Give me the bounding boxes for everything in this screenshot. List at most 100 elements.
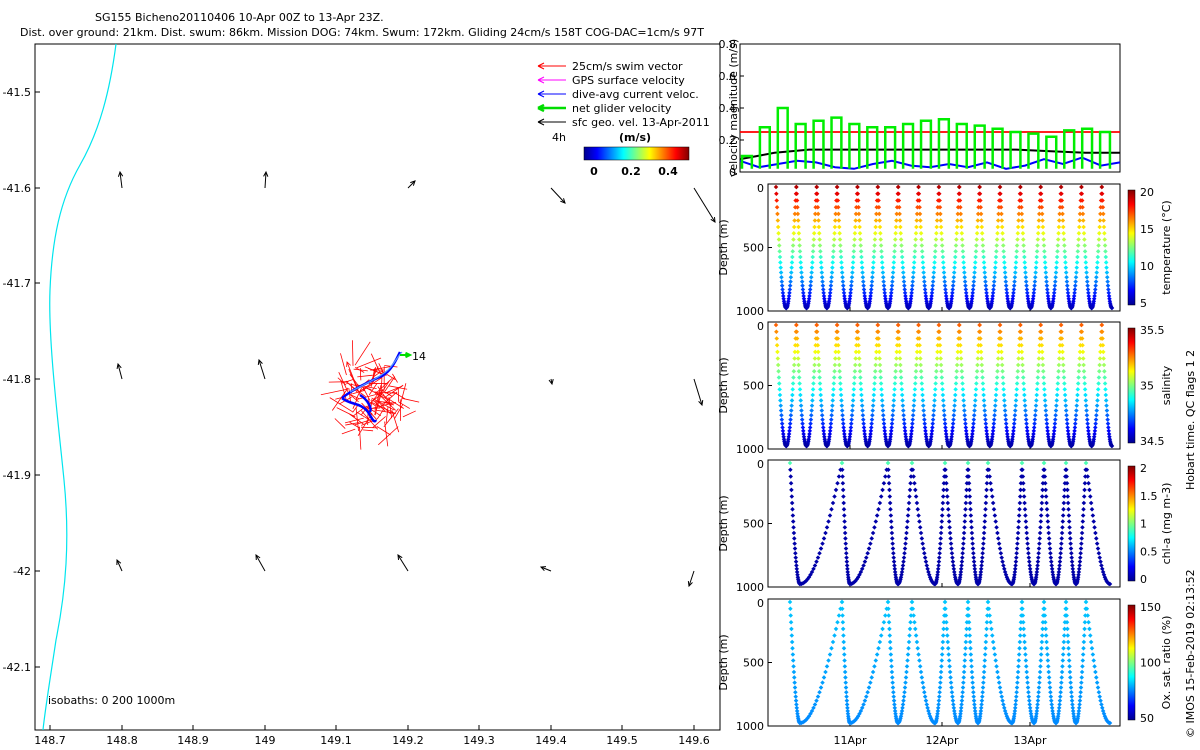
profile-dot <box>1057 356 1062 361</box>
profile-dot <box>1057 211 1062 217</box>
profile-dot <box>982 664 987 669</box>
profile-dot <box>1104 265 1109 270</box>
profile-dot <box>889 421 895 426</box>
profile-dot <box>1079 680 1084 685</box>
profile-dot <box>959 375 965 380</box>
profile-dot <box>981 392 986 398</box>
profile-dot <box>1059 343 1065 348</box>
profile-dot <box>998 343 1004 348</box>
profile-dot <box>793 698 799 703</box>
profile-dot <box>981 387 986 392</box>
profile-dot <box>1085 283 1090 288</box>
profile-dot <box>946 658 952 663</box>
profile-dot <box>917 349 923 355</box>
profile-dot <box>820 421 826 426</box>
profile-dot <box>931 408 937 413</box>
profile-dot <box>1036 550 1041 556</box>
profile-dot <box>982 525 987 530</box>
profile-dot <box>1089 646 1095 651</box>
profile-dot <box>806 296 812 302</box>
profile-dot <box>939 519 945 524</box>
profile-dot <box>949 689 955 695</box>
profile-dot <box>828 287 833 292</box>
profile-dot <box>1065 500 1071 506</box>
profile-dot <box>840 467 845 473</box>
profile-dot <box>830 639 836 645</box>
profile-dot <box>972 265 978 270</box>
profile-dot <box>923 290 928 296</box>
profile-dot <box>943 287 948 292</box>
profile-dot <box>974 369 980 374</box>
profile-dot <box>1065 639 1071 645</box>
profile-dot <box>1021 249 1027 254</box>
profile-dot <box>1063 265 1069 270</box>
profile-dot <box>1036 555 1041 560</box>
profile-dot <box>949 550 955 556</box>
profile-dot <box>1103 254 1109 260</box>
profile-dot <box>816 224 822 230</box>
profile-dot <box>1054 265 1059 270</box>
profile-dot <box>1012 274 1018 280</box>
profile-dot <box>870 412 875 418</box>
profile-dot <box>910 283 915 288</box>
swim-vector <box>352 407 365 417</box>
profile-dot <box>1044 507 1050 512</box>
profile-dot <box>880 270 886 275</box>
profile-dot <box>793 694 798 699</box>
profile-dot <box>1037 530 1043 536</box>
profile-dot <box>1046 525 1051 530</box>
profile-dot <box>922 555 928 560</box>
profile-dot <box>824 664 830 669</box>
profile-dot <box>807 293 812 299</box>
profile-dot <box>790 519 796 524</box>
profile-dot <box>989 626 994 632</box>
swim-vector <box>329 397 354 413</box>
profile-dot <box>979 356 984 361</box>
profile-dot <box>991 421 997 426</box>
profile-dot <box>993 403 998 408</box>
profile-dot <box>971 417 977 422</box>
profile-dot <box>777 254 783 260</box>
profile-dot <box>1053 279 1058 284</box>
profile-dot <box>937 555 942 560</box>
geostrophic-arrow <box>688 570 695 587</box>
profile-dot <box>971 555 976 560</box>
profile-dot <box>859 265 865 270</box>
profile-dot <box>909 428 914 434</box>
profile-dot <box>939 237 945 242</box>
profile-dot <box>987 613 992 618</box>
profile-dot <box>1055 381 1061 386</box>
profile-dot <box>931 265 937 270</box>
colorbar-label: Ox. sat. ratio (%) <box>1160 616 1173 710</box>
profile-dot <box>1058 694 1063 699</box>
profile-dot <box>943 290 949 296</box>
profile-dot <box>913 243 918 248</box>
profile-dot <box>938 218 943 223</box>
profile-dot <box>963 290 969 296</box>
profile-dot <box>1032 421 1037 426</box>
profile-dot <box>982 408 987 413</box>
profile-dot <box>811 369 817 374</box>
profile-dot <box>1063 460 1069 466</box>
profile-dot <box>973 392 978 398</box>
profile-dot <box>1090 513 1096 518</box>
profile-dot <box>787 290 792 296</box>
profile-dot <box>1054 392 1060 398</box>
profile-dot <box>855 329 861 335</box>
profile-dot <box>933 375 939 380</box>
profile-dot <box>842 530 848 536</box>
profile-dot <box>876 336 881 341</box>
profile-dot <box>1070 708 1076 714</box>
profile-dot <box>974 243 979 248</box>
profile-dot <box>917 336 922 341</box>
profile-dot <box>940 249 945 254</box>
profile-dot <box>963 425 969 430</box>
profile-dot <box>922 287 928 292</box>
profile-dot <box>1096 375 1102 380</box>
profile-dot <box>812 356 818 361</box>
profile-dot <box>1068 536 1073 541</box>
profile-dot <box>818 254 823 260</box>
profile-dot <box>818 260 824 265</box>
profile-dot <box>924 563 930 568</box>
profile-dot <box>869 287 874 292</box>
